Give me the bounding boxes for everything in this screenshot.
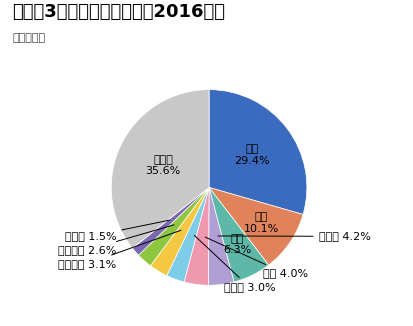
Wedge shape bbox=[166, 187, 209, 282]
Wedge shape bbox=[132, 187, 209, 255]
Text: 資料：国連: 資料：国連 bbox=[12, 33, 45, 43]
Text: 中国
10.1%: 中国 10.1% bbox=[243, 213, 278, 234]
Text: ドイツ 4.2%: ドイツ 4.2% bbox=[218, 231, 370, 241]
Text: 英国 4.0%: 英国 4.0% bbox=[205, 237, 307, 278]
Wedge shape bbox=[209, 187, 268, 282]
Text: ロシア 1.5%: ロシア 1.5% bbox=[64, 220, 169, 241]
Wedge shape bbox=[111, 90, 209, 248]
Wedge shape bbox=[138, 187, 209, 266]
Text: インド 3.0%: インド 3.0% bbox=[194, 235, 275, 292]
Wedge shape bbox=[208, 187, 233, 285]
Wedge shape bbox=[209, 187, 302, 265]
Text: ［図表3］個人消費シェア（2016年）: ［図表3］個人消費シェア（2016年） bbox=[12, 3, 225, 21]
Text: その他
35.6%: その他 35.6% bbox=[145, 155, 180, 176]
Wedge shape bbox=[150, 187, 209, 276]
Wedge shape bbox=[209, 90, 306, 215]
Text: イタリア 2.6%: イタリア 2.6% bbox=[58, 225, 173, 255]
Text: 米国
29.4%: 米国 29.4% bbox=[234, 144, 269, 166]
Text: フランス 3.1%: フランス 3.1% bbox=[58, 230, 180, 269]
Wedge shape bbox=[184, 187, 209, 285]
Text: 日本
6.3%: 日本 6.3% bbox=[223, 234, 251, 255]
